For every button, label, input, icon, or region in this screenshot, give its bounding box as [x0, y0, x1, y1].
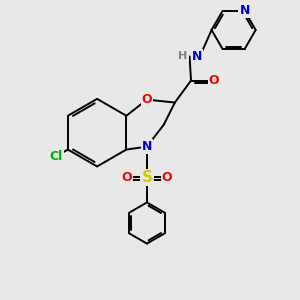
Text: S: S — [141, 170, 152, 185]
Text: Cl: Cl — [50, 150, 63, 163]
Text: O: O — [142, 93, 152, 106]
Text: O: O — [122, 171, 132, 184]
Text: N: N — [142, 140, 152, 153]
Text: H: H — [178, 51, 188, 61]
Text: N: N — [192, 50, 202, 63]
Text: O: O — [162, 171, 172, 184]
Text: N: N — [239, 4, 250, 17]
Text: O: O — [208, 74, 219, 87]
